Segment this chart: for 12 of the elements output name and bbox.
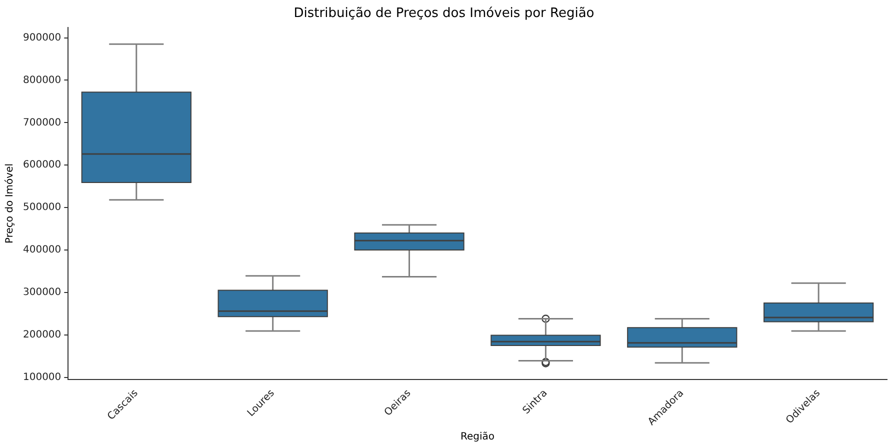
y-tick-label: 700000 — [22, 117, 62, 128]
y-tick-label: 200000 — [22, 329, 62, 340]
y-tick-label: 300000 — [22, 287, 62, 298]
y-tick-label: 600000 — [22, 160, 62, 171]
y-axis-title: Preço do Imóvel — [4, 164, 16, 244]
y-tick-label: 900000 — [22, 32, 62, 44]
x-axis-title: Região — [460, 432, 495, 443]
y-tick-label: 100000 — [22, 372, 62, 383]
y-tick-label: 800000 — [22, 74, 62, 86]
chart-title: Distribuição de Preços dos Imóveis por Região — [294, 6, 594, 22]
y-tick-label: 400000 — [22, 244, 62, 256]
y-tick-label: 500000 — [22, 202, 62, 214]
